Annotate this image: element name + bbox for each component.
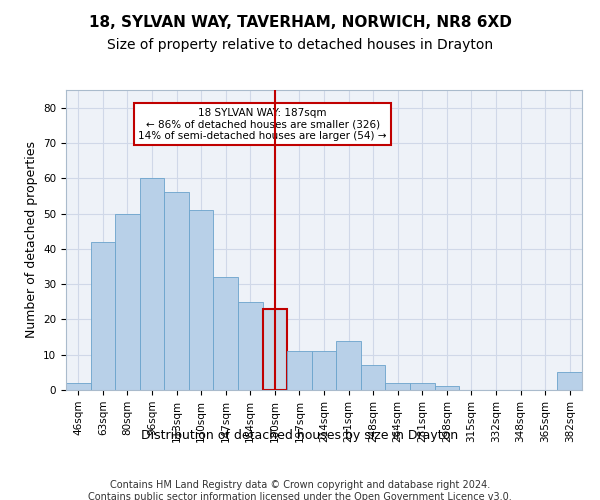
Bar [385, 383, 410, 390]
Bar [287, 351, 312, 390]
Bar [115, 214, 140, 390]
Text: 18, SYLVAN WAY, TAVERHAM, NORWICH, NR8 6XD: 18, SYLVAN WAY, TAVERHAM, NORWICH, NR8 6… [89, 15, 511, 30]
Bar [91, 242, 115, 390]
Bar [336, 340, 361, 390]
Bar [214, 277, 238, 390]
Text: 18 SYLVAN WAY: 187sqm
← 86% of detached houses are smaller (326)
14% of semi-det: 18 SYLVAN WAY: 187sqm ← 86% of detached … [139, 108, 387, 141]
Bar [238, 302, 263, 390]
Text: Contains HM Land Registry data © Crown copyright and database right 2024.
Contai: Contains HM Land Registry data © Crown c… [88, 480, 512, 500]
Bar [164, 192, 189, 390]
Bar [312, 351, 336, 390]
Bar [410, 383, 434, 390]
Bar [189, 210, 214, 390]
Y-axis label: Number of detached properties: Number of detached properties [25, 142, 38, 338]
Bar [557, 372, 582, 390]
Bar [140, 178, 164, 390]
Bar [361, 366, 385, 390]
Bar [66, 383, 91, 390]
Text: Distribution of detached houses by size in Drayton: Distribution of detached houses by size … [142, 428, 458, 442]
Text: Size of property relative to detached houses in Drayton: Size of property relative to detached ho… [107, 38, 493, 52]
Bar [263, 309, 287, 390]
Bar [434, 386, 459, 390]
